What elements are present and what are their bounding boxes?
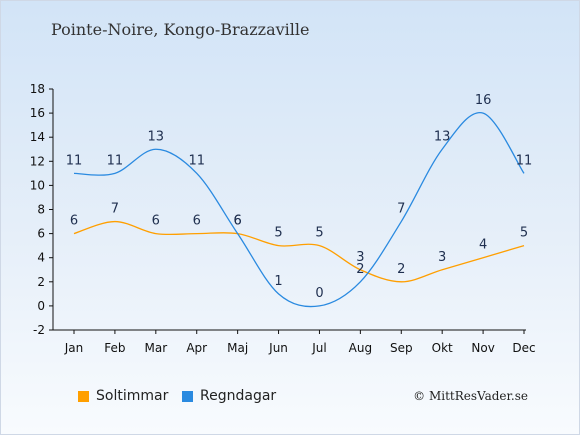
x-tick-label: Jun bbox=[268, 341, 288, 355]
x-tick-label: Feb bbox=[104, 341, 125, 355]
credit-text: © MittResVader.se bbox=[413, 389, 528, 403]
y-tick-label: 0 bbox=[37, 299, 45, 313]
data-label-rain: 11 bbox=[516, 153, 533, 168]
data-label-rain: 11 bbox=[107, 153, 124, 168]
data-label-rain: 13 bbox=[148, 129, 165, 144]
y-tick-label: 12 bbox=[30, 154, 45, 168]
y-tick-label: 6 bbox=[37, 227, 45, 241]
x-tick-label: Jan bbox=[64, 341, 84, 355]
x-tick-label: Jul bbox=[311, 341, 326, 355]
data-label-sun: 3 bbox=[438, 250, 446, 265]
data-label-sun: 3 bbox=[356, 250, 364, 265]
y-tick-label: 14 bbox=[30, 130, 45, 144]
x-tick-label: Apr bbox=[186, 341, 207, 355]
data-label-sun: 6 bbox=[193, 214, 201, 229]
chart-title: Pointe-Noire, Kongo-Brazzaville bbox=[51, 20, 310, 39]
data-label-sun: 7 bbox=[111, 202, 119, 217]
data-label-rain: 11 bbox=[188, 153, 205, 168]
x-tick-label: Okt bbox=[432, 341, 453, 355]
x-tick-label: Aug bbox=[349, 341, 372, 355]
legend-swatch-sun bbox=[78, 390, 89, 402]
x-tick-label: Nov bbox=[471, 341, 494, 355]
y-tick-label: 18 bbox=[30, 82, 45, 96]
data-label-sun: 5 bbox=[315, 226, 323, 241]
legend-label-sun: Soltimmar bbox=[96, 388, 169, 404]
data-label-rain: 0 bbox=[315, 286, 323, 301]
legend-swatch-rain bbox=[182, 390, 193, 402]
series-line-sun bbox=[73, 220, 525, 283]
x-tick-label: Dec bbox=[512, 341, 535, 355]
legend-item-rain: Regndagar bbox=[182, 388, 276, 404]
x-tick-label: Maj bbox=[227, 341, 248, 355]
legend-item-sun: Soltimmar bbox=[78, 388, 168, 404]
data-label-sun: 5 bbox=[520, 226, 528, 241]
y-tick-label: 16 bbox=[30, 106, 45, 120]
data-label-rain: 2 bbox=[356, 262, 364, 277]
data-label-rain: 16 bbox=[475, 93, 492, 108]
data-label-sun: 2 bbox=[397, 262, 405, 277]
series-line-rain bbox=[73, 112, 525, 308]
data-label-sun: 6 bbox=[70, 214, 78, 229]
y-tick-label: 2 bbox=[37, 275, 45, 289]
y-tick-label: -2 bbox=[33, 323, 45, 337]
y-tick-label: 10 bbox=[30, 178, 45, 192]
data-label-rain: 11 bbox=[66, 153, 83, 168]
legend-label-rain: Regndagar bbox=[200, 388, 277, 404]
data-label-sun: 6 bbox=[152, 214, 160, 229]
x-tick-label: Mar bbox=[144, 341, 167, 355]
data-label-sun: 6 bbox=[233, 214, 241, 229]
data-label-rain: 1 bbox=[274, 274, 282, 289]
data-label-sun: 4 bbox=[479, 238, 487, 253]
data-label-rain: 7 bbox=[397, 202, 405, 217]
data-label-rain: 6 bbox=[233, 214, 241, 229]
data-label-rain: 13 bbox=[434, 129, 451, 144]
y-tick-label: 4 bbox=[37, 251, 45, 265]
y-tick-label: 8 bbox=[37, 203, 45, 217]
x-tick-label: Sep bbox=[390, 341, 413, 355]
data-label-sun: 5 bbox=[274, 226, 282, 241]
